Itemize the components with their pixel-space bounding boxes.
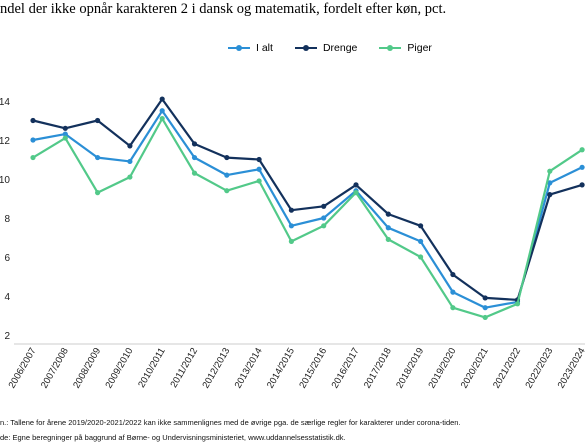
data-point-i-alt <box>95 154 101 161</box>
y-tick-label: 6 <box>4 253 10 264</box>
y-tick-label: 14 <box>0 97 10 108</box>
data-point-i-alt <box>224 172 230 178</box>
data-point-piger <box>95 190 101 196</box>
data-point-drenge <box>191 141 198 147</box>
y-tick-label: 8 <box>4 214 10 225</box>
legend-label-piger: Piger <box>407 42 432 54</box>
legend-label-i-alt: I alt <box>256 42 273 54</box>
series-line-drenge <box>32 97 583 301</box>
legend-swatch-drenge <box>294 45 317 51</box>
data-point-i-alt <box>256 166 262 172</box>
x-tick-label: 2017/2018 <box>362 346 394 390</box>
data-point-i-alt <box>418 238 424 244</box>
data-point-i-alt <box>288 223 294 229</box>
data-point-drenge <box>353 182 359 188</box>
footnote-source: de: Egne beregninger på baggrund af Børn… <box>0 433 346 442</box>
data-point-piger <box>450 305 456 311</box>
legend: I alt Drenge Piger <box>228 42 432 54</box>
data-point-i-alt <box>385 225 391 231</box>
x-tick-label: 2022/2023 <box>523 346 555 390</box>
data-point-i-alt <box>547 180 553 186</box>
data-point-drenge <box>321 203 327 209</box>
series-line-piger <box>32 117 583 319</box>
data-point-piger <box>127 174 133 180</box>
data-point-piger <box>482 314 488 321</box>
x-tick-label: 2011/2012 <box>168 346 200 390</box>
x-tick-label: 2016/2017 <box>330 346 362 390</box>
series-line-i-alt <box>32 109 583 309</box>
x-tick-label: 2019/2020 <box>427 346 459 390</box>
data-point-drenge <box>95 117 101 124</box>
x-tick-label: 2010/2011 <box>136 346 168 390</box>
x-tick-label: 2014/2015 <box>265 346 297 390</box>
legend-swatch-piger <box>379 45 402 51</box>
chart-title: ndel der ikke opnår karakteren 2 i dansk… <box>0 1 447 17</box>
data-point-i-alt <box>159 108 165 114</box>
data-point-drenge <box>385 211 391 217</box>
legend-label-drenge: Drenge <box>322 42 358 54</box>
data-point-drenge <box>418 223 424 229</box>
y-tick-label: 12 <box>0 136 10 147</box>
x-tick-label: 2015/2016 <box>297 346 329 390</box>
data-point-i-alt <box>450 289 456 295</box>
x-tick-label: 2009/2010 <box>104 346 136 390</box>
data-point-i-alt <box>30 137 36 143</box>
data-point-drenge <box>547 192 553 198</box>
data-point-piger <box>62 135 68 141</box>
x-tick-label: 2007/2008 <box>39 346 71 390</box>
data-point-i-alt <box>191 154 198 161</box>
data-point-piger <box>547 168 553 174</box>
data-point-piger <box>288 238 294 244</box>
data-point-drenge <box>288 207 294 213</box>
data-point-piger <box>579 147 585 153</box>
legend-item-piger: Piger <box>379 42 432 54</box>
data-point-piger <box>191 170 198 176</box>
legend-item-i-alt: I alt <box>228 42 273 54</box>
data-point-i-alt <box>579 164 585 170</box>
legend-swatch-i-alt <box>228 45 250 51</box>
x-tick-label: 2006/2007 <box>7 346 39 390</box>
x-tick-label: 2012/2013 <box>200 346 232 390</box>
data-point-i-alt <box>127 158 133 165</box>
data-point-drenge <box>30 117 36 124</box>
x-tick-label: 2013/2014 <box>233 346 265 390</box>
data-point-drenge <box>450 271 456 278</box>
data-point-drenge <box>224 154 230 161</box>
x-tick-label: 2023/2024 <box>556 346 585 390</box>
data-point-piger <box>321 223 327 229</box>
y-tick-label: 2 <box>4 331 10 342</box>
x-tick-label: 2018/2019 <box>394 346 426 390</box>
x-tick-label: 2021/2022 <box>491 346 523 390</box>
data-point-piger <box>256 178 262 184</box>
y-tick-label: 10 <box>0 175 10 186</box>
data-point-i-alt <box>482 305 488 311</box>
data-point-piger <box>514 301 521 307</box>
y-tick-label: 4 <box>4 292 10 303</box>
data-point-piger <box>30 154 36 161</box>
data-point-piger <box>224 188 230 194</box>
x-tick-label: 2020/2021 <box>459 346 491 390</box>
data-point-i-alt <box>62 131 68 137</box>
data-point-piger <box>353 190 359 196</box>
data-point-drenge <box>256 156 262 163</box>
data-point-drenge <box>127 143 133 149</box>
data-point-drenge <box>482 295 488 301</box>
x-tick-label: 2008/2009 <box>71 346 103 390</box>
data-point-i-alt <box>321 215 327 221</box>
data-point-drenge <box>579 182 585 188</box>
data-point-piger <box>159 115 165 122</box>
data-point-piger <box>385 236 391 243</box>
data-point-drenge <box>62 125 68 131</box>
legend-item-drenge: Drenge <box>294 42 358 54</box>
footnote-note: n.: Tallene for årene 2019/2020-2021/202… <box>0 418 461 427</box>
data-point-piger <box>418 254 424 260</box>
data-point-drenge <box>159 96 165 102</box>
